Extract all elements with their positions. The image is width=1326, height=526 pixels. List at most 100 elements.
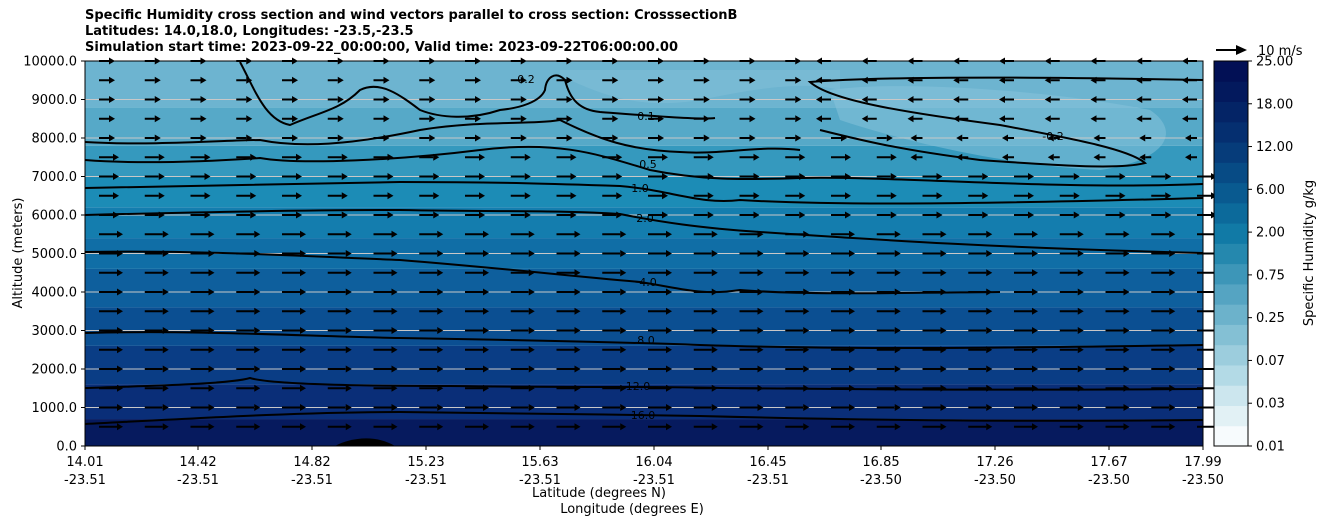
contour-line-8	[239, 61, 716, 127]
wind-arrow-head	[345, 365, 352, 373]
wind-arrow-head	[1002, 134, 1008, 142]
wind-arrow-head	[566, 134, 573, 142]
wind-arrow-head	[861, 96, 868, 103]
wind-arrow-head	[566, 96, 573, 103]
wind-arrow-head	[986, 269, 993, 277]
colorbar-segment	[1214, 202, 1248, 224]
y-tick-label: 7000.0	[32, 170, 78, 185]
wind-arrow-head	[483, 384, 489, 392]
wind-arrow-head	[300, 404, 306, 411]
wind-arrow-head	[666, 288, 672, 296]
y-tick-label: 1000.0	[32, 401, 78, 416]
wind-arrow-head	[1169, 269, 1176, 277]
wind-arrow-head	[574, 288, 581, 296]
wind-arrow-head	[707, 153, 714, 161]
wind-arrow-head	[387, 173, 394, 180]
wind-arrow-head	[250, 192, 257, 200]
wind-arrow-head	[666, 404, 672, 411]
x-tick-label-lat: 16.45	[749, 455, 786, 470]
colorbar-tick-label: 6.00	[1256, 183, 1285, 198]
x-tick-label-lat: 15.23	[407, 455, 444, 470]
colorbar-segment	[1214, 344, 1248, 366]
wind-arrow-head	[391, 384, 398, 392]
wind-arrow-head	[1169, 384, 1176, 392]
contour-line-7	[84, 118, 801, 154]
wind-arrow-head	[1119, 211, 1126, 219]
contour-label-7: 8.0	[637, 334, 655, 347]
wind-arrow-head	[117, 269, 123, 277]
wind-arrow-head	[1077, 269, 1084, 277]
wind-arrow-head	[940, 404, 947, 411]
colorbar-tick-label: 0.25	[1256, 311, 1285, 326]
wind-arrow-head	[936, 173, 943, 180]
wind-arrow-head	[620, 307, 627, 315]
wind-arrow-head	[1165, 173, 1172, 180]
wind-arrow-head	[612, 115, 619, 123]
x-tick-label-lon: -23.50	[1088, 473, 1130, 488]
wind-arrow-head	[162, 327, 169, 334]
wind-arrow-head	[1032, 384, 1038, 392]
wind-arrow-head	[200, 96, 207, 103]
wind-arrow-head	[662, 153, 668, 161]
wind-arrow-head	[483, 423, 489, 431]
wind-arrow-head	[383, 115, 390, 123]
wind-arrow-head	[803, 307, 810, 315]
wind-arrow-head	[208, 327, 215, 334]
wind-arrow-head	[749, 115, 756, 123]
wind-arrow-head	[208, 307, 215, 315]
wind-arrow-head	[437, 288, 444, 296]
wind-arrow-head	[666, 346, 672, 354]
wind-arrow-head	[757, 365, 764, 373]
x-tick-label-lon: -23.51	[405, 473, 447, 488]
colorbar-segment	[1214, 425, 1248, 447]
wind-arrow-head	[711, 288, 718, 296]
wind-arrow-head	[1032, 404, 1038, 411]
wind-arrow-head	[803, 365, 810, 373]
wind-arrow-head	[345, 423, 352, 431]
colorbar-segment	[1214, 101, 1248, 123]
wind-arrow-head	[479, 192, 485, 200]
wind-arrow-head	[1032, 307, 1038, 315]
quiver-key-label: 10 m/s	[1258, 44, 1303, 59]
wind-arrow-head	[162, 307, 169, 315]
wind-arrow-head	[475, 134, 481, 142]
y-tick-label: 0.0	[56, 440, 77, 455]
wind-arrow-head	[845, 173, 851, 180]
wind-arrow-head	[711, 230, 718, 238]
wind-arrow-head	[1044, 96, 1051, 103]
wind-arrow-head	[162, 346, 169, 354]
colorbar-segment	[1214, 364, 1248, 386]
wind-arrow-head	[1032, 250, 1038, 257]
wind-arrow-head	[254, 346, 261, 354]
wind-arrow-head	[254, 423, 261, 431]
x-tick-label-lon: -23.50	[1182, 473, 1224, 488]
wind-arrow-head	[886, 134, 893, 142]
wind-arrow-head	[612, 76, 619, 84]
wind-arrow-head	[707, 192, 714, 200]
dry-air-patch	[830, 86, 1166, 170]
wind-arrow-head	[894, 250, 901, 257]
wind-arrow-head	[391, 250, 398, 257]
wind-arrow-head	[475, 96, 481, 103]
y-tick-label: 10000.0	[23, 55, 77, 70]
wind-arrow-head	[483, 346, 489, 354]
wind-arrow-head	[910, 153, 917, 161]
wind-arrow-head	[1123, 327, 1130, 334]
wind-arrow-head	[757, 423, 764, 431]
wind-arrow-head	[749, 134, 756, 142]
wind-arrow-head	[300, 307, 306, 315]
wind-arrow-head	[849, 346, 855, 354]
wind-arrow-head	[658, 115, 664, 123]
wind-arrow-head	[982, 173, 989, 180]
wind-arrow-head	[849, 230, 855, 238]
wind-arrow-head	[117, 384, 123, 392]
wind-arrow-head	[1028, 211, 1034, 219]
wind-arrow-head	[566, 76, 573, 84]
wind-arrow-head	[612, 96, 619, 103]
wind-arrow-head	[158, 192, 165, 200]
wind-arrow-head	[1093, 153, 1100, 161]
wind-arrow-head	[341, 211, 348, 219]
wind-arrow-head	[894, 288, 901, 296]
wind-arrow-head	[391, 404, 398, 411]
wind-arrow-head	[254, 307, 261, 315]
